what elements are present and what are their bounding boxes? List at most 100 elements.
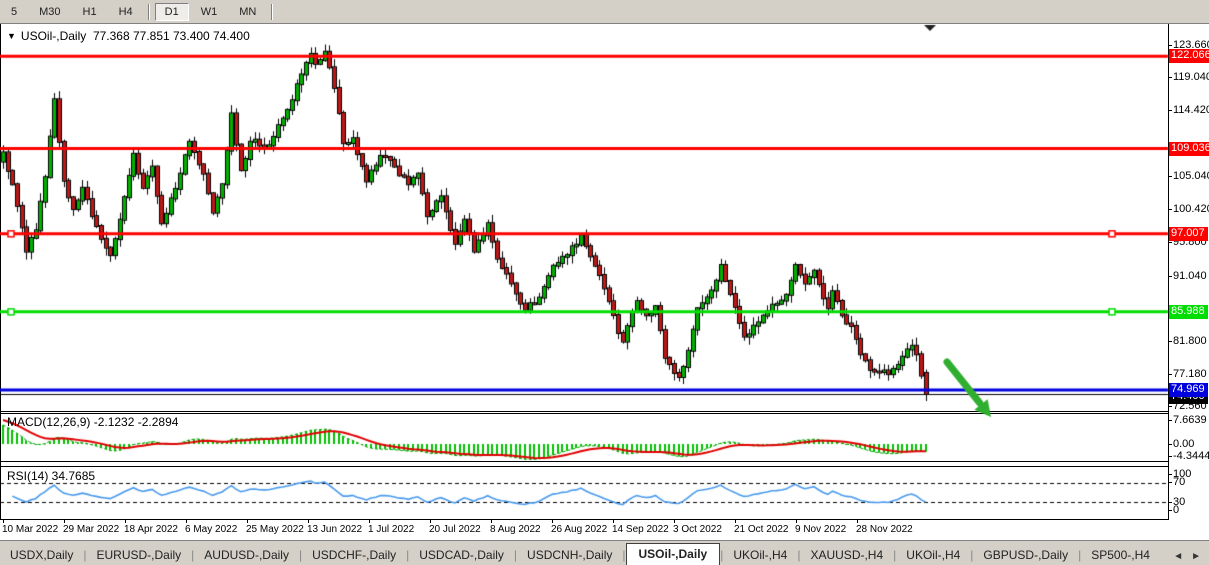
timeframe-button-d1[interactable]: D1 [154, 2, 189, 21]
date-tick-mark [491, 520, 492, 523]
chart-tab-usdxdaily[interactable]: USDX,Daily [10, 548, 74, 562]
price-tick-label: 100.420 [1173, 203, 1209, 216]
date-tick-mark [613, 520, 614, 523]
chart-tab-audusddaily[interactable]: AUDUSD-,Daily [204, 548, 289, 562]
symbol-dropdown-icon[interactable]: ▼ [7, 31, 16, 41]
date-label: 3 Oct 2022 [673, 524, 722, 535]
date-tick-mark [430, 520, 431, 523]
price-tick-label: 105.040 [1173, 170, 1209, 183]
chart-tab-sp500h4[interactable]: SP500-,H4 [1091, 548, 1150, 562]
price-tick-mark [1168, 109, 1172, 111]
macd-panel-top-border [0, 413, 1168, 414]
date-label: 25 May 2022 [246, 524, 304, 535]
date-tick-mark [186, 520, 187, 523]
date-label: 6 May 2022 [185, 524, 238, 535]
macd-indicator-label: MACD(12,26,9) -2.1232 -2.2894 [7, 415, 179, 429]
price-tick-mark [1168, 77, 1172, 79]
chart-symbol-period: USOil-,Daily [20, 29, 87, 43]
timeframe-button-5[interactable]: 5 [11, 5, 18, 18]
price-tick-mark [1168, 44, 1172, 46]
chart-tab-usoildaily[interactable]: USOil-,Daily [625, 543, 721, 565]
indicator-tick-label: 70 [1173, 476, 1186, 488]
date-label: 9 Nov 2022 [795, 524, 847, 535]
tab-scroll-left-icon[interactable]: ◄ [1173, 551, 1184, 562]
level-price-label: 109.036 [1169, 141, 1209, 156]
indicator-tick-label: 0 [1173, 504, 1180, 516]
timeframe-button-mn[interactable]: MN [239, 5, 257, 18]
indicator-tick-label: -4.3444 [1173, 450, 1209, 462]
chart-title: ▼ USOil-,Daily 77.368 77.851 73.400 74.40… [7, 29, 250, 43]
indicator-tick-mark [1168, 456, 1172, 457]
chart-tab-xauusdh4[interactable]: XAUUSD-,H4 [810, 548, 884, 562]
date-label: 29 Mar 2022 [63, 524, 120, 535]
rsi-indicator-label: RSI(14) 34.7685 [7, 469, 96, 483]
timeframe-button-h1[interactable]: H1 [82, 5, 97, 18]
date-label: 20 Jul 2022 [429, 524, 481, 535]
price-tick-mark [1168, 176, 1172, 178]
price-tick-mark [1168, 341, 1172, 343]
date-tick-mark [64, 520, 65, 523]
timeframe-button-h4[interactable]: H4 [118, 5, 133, 18]
date-label: 18 Apr 2022 [124, 524, 178, 535]
chart-ohlc-values: 77.368 77.851 73.400 74.400 [92, 29, 250, 43]
date-label: 26 Aug 2022 [551, 524, 608, 535]
chart-tab-eurusddaily[interactable]: EURUSD-,Daily [96, 548, 182, 562]
chart-tab-usdchfdaily[interactable]: USDCHF-,Daily [312, 548, 397, 562]
price-tick-label: 119.040 [1173, 71, 1209, 84]
chart-tab-gbpusddaily[interactable]: GBPUSD-,Daily [983, 548, 1069, 562]
price-tick-mark [1168, 275, 1172, 277]
chart-tab-usdcaddaily[interactable]: USDCAD-,Daily [419, 548, 504, 562]
indicator-tick-mark [1168, 502, 1172, 503]
chart-left-border [0, 24, 1, 520]
date-label: 14 Sep 2022 [612, 524, 669, 535]
chart-tab-usdcnhdaily[interactable]: USDCNH-,Daily [527, 548, 613, 562]
tab-scroll-right-icon[interactable]: ► [1191, 551, 1201, 562]
price-tick-label: 114.420 [1173, 103, 1209, 116]
indicator-tick-mark [1168, 482, 1172, 483]
date-tick-mark [308, 520, 309, 523]
date-tick-mark [125, 520, 126, 523]
date-tick-mark [3, 520, 4, 523]
date-tick-mark [369, 520, 370, 523]
main-panel-bottom-border [0, 411, 1168, 412]
chart-tab-bar: USDX,Daily | EURUSD-,Daily | AUDUSD-,Daily | U… [0, 540, 1209, 565]
indicator-tick-mark [1168, 420, 1172, 421]
date-label: 10 Mar 2022 [2, 524, 59, 535]
date-tick-mark [552, 520, 553, 523]
price-tick-mark [1168, 241, 1172, 243]
price-axis-line [1168, 24, 1169, 520]
date-tick-mark [247, 520, 248, 523]
date-label: 28 Nov 2022 [856, 524, 913, 535]
chart-tab-ukoilh4[interactable]: UKOil-,H4 [733, 548, 788, 562]
timeframe-button-m30[interactable]: M30 [39, 5, 61, 18]
price-tick-mark [1168, 209, 1172, 211]
date-label: 1 Jul 2022 [368, 524, 415, 535]
indicator-tick-mark [1168, 444, 1172, 445]
price-tick-mark [1168, 406, 1172, 408]
date-label: 21 Oct 2022 [734, 524, 789, 535]
chart-tab-ukoilh4[interactable]: UKOil-,H4 [906, 548, 961, 562]
tab-nav: ◄ ► [1169, 551, 1209, 565]
timeframe-toolbar: 5 M30 H1 H4 D1 W1 MN [0, 0, 1209, 24]
price-tick-label: 77.180 [1173, 367, 1207, 380]
toolbar-separator [147, 3, 150, 20]
price-tick-mark [1168, 373, 1172, 375]
date-tick-mark [796, 520, 797, 523]
macd-panel-bottom-border [0, 461, 1168, 462]
date-tick-mark [735, 520, 736, 523]
indicator-tick-mark [1168, 510, 1172, 511]
price-tick-label: 91.040 [1173, 269, 1207, 282]
rsi-panel-top-border [0, 466, 1168, 467]
level-price-label: 74.969 [1169, 382, 1208, 397]
timeframe-button-w1[interactable]: W1 [200, 5, 218, 18]
date-label: 13 Jun 2022 [307, 524, 363, 535]
date-tick-mark [857, 520, 858, 523]
indicator-tick-label: 7.6639 [1173, 414, 1207, 426]
date-tick-mark [674, 520, 675, 523]
level-price-label: 122.066 [1169, 49, 1209, 64]
date-label: 8 Aug 2022 [490, 524, 541, 535]
level-price-label: 85.988 [1169, 304, 1208, 319]
toolbar-separator [271, 3, 274, 20]
chart-area [0, 24, 1209, 540]
